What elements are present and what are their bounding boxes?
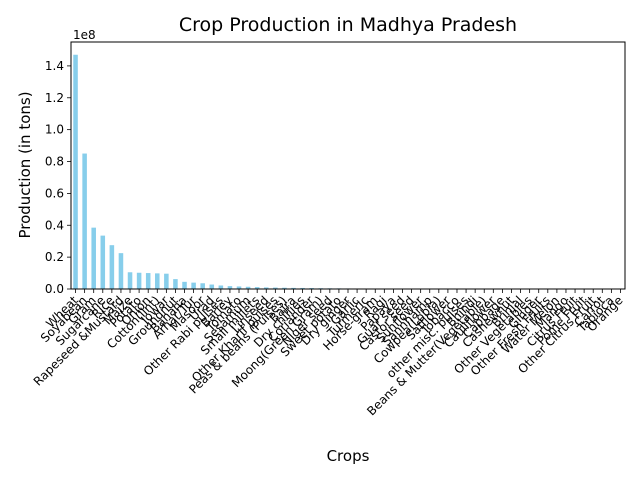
y-tick-label: 0.6 (45, 186, 64, 200)
y-tick-label: 1.2 (45, 91, 64, 105)
y-axis-ticks: 0.0 0.2 0.4 0.6 0.8 1.0 1.2 1.4 (45, 59, 71, 296)
bar-0 (73, 54, 78, 289)
y-tick-label: 0.4 (45, 218, 64, 232)
bar-13 (191, 282, 196, 289)
bar-25 (300, 287, 305, 289)
chart-title: Crop Production in Madhya Pradesh (179, 14, 517, 36)
y-tick-label: 1.0 (45, 123, 64, 137)
x-axis-label: Crops (327, 447, 370, 465)
bar-22 (273, 287, 278, 289)
y-tick-label: 0.0 (45, 282, 64, 296)
bar-5 (118, 253, 124, 289)
bar-17 (227, 286, 233, 289)
bar-7 (136, 272, 142, 289)
y-tick-label: 0.8 (45, 155, 64, 169)
bar-4 (109, 245, 115, 289)
bar-6 (127, 272, 133, 289)
bar-23 (282, 287, 287, 289)
bar-21 (263, 287, 269, 289)
bar-1 (82, 153, 87, 289)
bar-3 (100, 235, 106, 289)
bar-20 (254, 287, 260, 289)
bar-8 (145, 273, 151, 289)
bar-15 (209, 284, 215, 289)
bar-19 (245, 286, 251, 289)
y-axis-offset-label: 1e8 (73, 28, 96, 42)
bar-14 (200, 283, 205, 289)
bar-9 (155, 273, 160, 289)
y-tick-label: 0.2 (45, 250, 64, 264)
y-axis-label: Production (in tons) (16, 91, 34, 238)
y-tick-label: 1.4 (45, 59, 64, 73)
bar-10 (164, 273, 169, 289)
bar-12 (182, 281, 187, 289)
bar-11 (173, 279, 178, 289)
bar-24 (291, 287, 296, 289)
plot-frame (70, 41, 626, 290)
bar-2 (91, 227, 96, 289)
bar-18 (236, 286, 242, 289)
bar-16 (218, 285, 224, 289)
